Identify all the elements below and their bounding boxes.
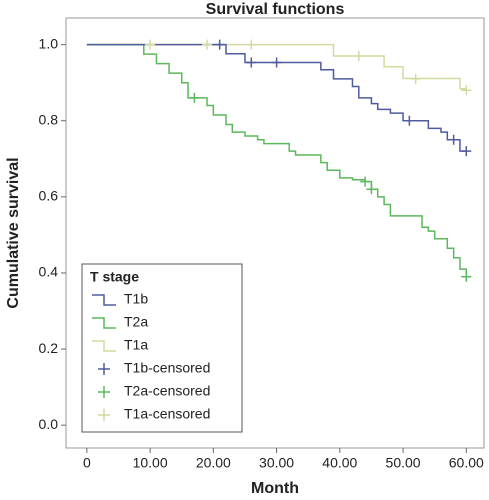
x-axis-label: Month [251, 480, 299, 497]
legend-swatch [98, 363, 110, 375]
legend-label: T2a-censored [124, 383, 210, 399]
plot-frame [65, 17, 485, 449]
censor-mark [461, 85, 472, 96]
legend-label: T1a-censored [124, 406, 210, 422]
censor-mark [145, 39, 156, 50]
legend-swatch [92, 317, 116, 329]
y-tick-label: 0.8 [39, 111, 59, 127]
y-tick-label: 0.6 [39, 188, 59, 204]
censor-mark [404, 115, 415, 126]
legend-label: T2a [124, 314, 148, 330]
censor-mark [353, 51, 364, 62]
x-tick-label: 10.00 [133, 455, 168, 471]
y-axis-label: Cumulative survival [5, 157, 22, 308]
censor-mark [448, 134, 459, 145]
y-tick-label: 0.0 [39, 416, 59, 432]
legend-label: T1b [124, 291, 148, 307]
y-tick-label: 0.2 [39, 340, 59, 356]
y-tick-label: 0.4 [39, 264, 59, 280]
x-tick-label: 20.00 [196, 455, 231, 471]
x-tick-label: 0 [83, 455, 91, 471]
censor-mark [360, 176, 371, 187]
censor-mark [189, 92, 200, 103]
legend-label: T1a [124, 337, 148, 353]
legend-title: T stage [90, 269, 139, 285]
x-tick-label: 50.00 [386, 455, 421, 471]
chart-title: Survival functions [206, 1, 345, 18]
legend-swatch [92, 340, 116, 352]
censor-mark [366, 184, 377, 195]
x-tick-label: 30.00 [259, 455, 294, 471]
survival-curve [86, 43, 467, 152]
survival-curve [86, 43, 468, 277]
censor-mark [410, 73, 421, 84]
y-tick-label: 1.0 [39, 35, 59, 51]
censor-mark [461, 271, 472, 282]
censor-mark [271, 57, 282, 68]
censor-mark [461, 146, 472, 157]
censor-mark [214, 39, 225, 50]
censor-mark [246, 39, 257, 50]
censor-mark [246, 57, 257, 68]
legend-swatch [98, 386, 110, 398]
legend-label: T1b-censored [124, 360, 210, 376]
legend-swatch [92, 294, 116, 306]
censor-mark [202, 39, 213, 50]
legend-swatch [98, 409, 110, 421]
x-tick-label: 40.00 [322, 455, 357, 471]
legend-box [81, 263, 243, 433]
x-tick-label: 60.00 [449, 455, 484, 471]
survival-curve [86, 43, 467, 90]
